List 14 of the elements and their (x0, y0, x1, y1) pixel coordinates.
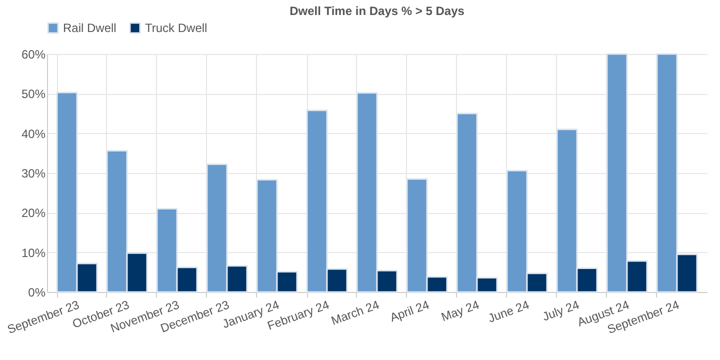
y-tick-label: 60% (21, 48, 46, 62)
x-tick-label: April 24 (388, 298, 432, 325)
legend-label: Rail Dwell (63, 21, 116, 35)
x-tick-label: March 24 (329, 298, 382, 328)
y-tick-label: 10% (21, 246, 46, 260)
y-tick-label: 30% (21, 166, 46, 180)
x-tick-label: May 24 (439, 298, 482, 324)
y-tick-label: 20% (21, 206, 46, 220)
chart-title: Dwell Time in Days % > 5 Days (290, 4, 465, 18)
legend-label: Truck Dwell (145, 21, 208, 35)
y-tick-label: 50% (21, 87, 46, 102)
y-tick-label: 40% (21, 126, 46, 141)
x-tick-label: June 24 (486, 298, 532, 326)
y-tick-label: 0% (28, 286, 46, 300)
